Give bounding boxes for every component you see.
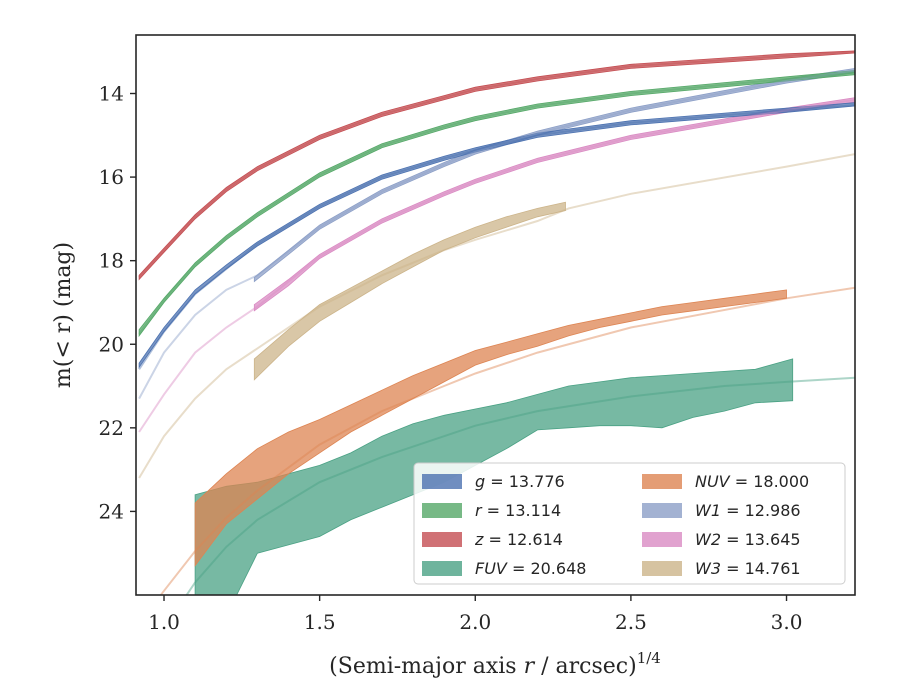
band-g — [138, 102, 855, 369]
x-tick-label: 2.0 — [459, 610, 491, 634]
x-tick-label: 1.0 — [148, 610, 180, 634]
x-axis-label-text: (Semi-major axis r / arcsec) — [329, 654, 637, 679]
y-tick-label: 20 — [99, 332, 124, 356]
y-axis-label: m(< r) (mag) — [51, 242, 76, 388]
legend-swatch-r — [422, 503, 462, 518]
legend-label-g: g = 13.776 — [475, 472, 565, 491]
band-W1 — [253, 67, 855, 283]
y-axis: 14 16 18 20 22 24 — [99, 82, 136, 523]
x-axis-label: (Semi-major axis r / arcsec)1/4 — [329, 649, 661, 679]
band-NUV — [194, 289, 787, 567]
model-line-W2 — [138, 98, 855, 433]
legend-label-W3: W3 = 14.761 — [695, 559, 801, 578]
legend-swatch-W2 — [642, 532, 682, 547]
model-line-W3 — [138, 153, 855, 479]
band-FUV — [194, 358, 794, 595]
legend-label-W1: W1 = 12.986 — [695, 501, 801, 520]
legend-swatch-g — [422, 474, 462, 489]
x-tick-label: 3.0 — [771, 610, 803, 634]
legend-label-FUV: FUV = 20.648 — [475, 559, 586, 578]
band-W2 — [253, 97, 855, 312]
band-r — [138, 70, 855, 338]
y-tick-label: 24 — [99, 499, 124, 523]
legend-label-r: r = 13.114 — [475, 501, 561, 520]
legend-swatch-FUV — [422, 561, 462, 576]
model-line-r — [138, 71, 855, 335]
legend-swatch-NUV — [642, 474, 682, 489]
model-line-FUV — [185, 376, 855, 595]
legend-swatch-W1 — [642, 503, 682, 518]
model-line-z — [138, 50, 855, 279]
legend-label-W2: W2 = 13.645 — [695, 530, 801, 549]
legend-label-NUV: NUV = 18.000 — [695, 472, 809, 491]
legend-box — [413, 462, 846, 585]
y-tick-label: 14 — [99, 82, 124, 106]
legend-swatch-W3 — [642, 561, 682, 576]
x-axis: 1.0 1.5 2.0 2.5 3.0 — [148, 595, 802, 634]
y-tick-label: 18 — [99, 249, 124, 273]
model-line-g — [138, 104, 855, 370]
x-tick-label: 2.5 — [615, 610, 647, 634]
uncertainty-bands — [138, 50, 855, 595]
plot-frame — [135, 34, 856, 596]
y-tick-label: 22 — [99, 416, 124, 440]
model-line-W1 — [138, 69, 855, 400]
legend: g = 13.776 r = 13.114 z = 12.614 FUV = 20.6… — [413, 462, 846, 585]
x-tick-label: 1.5 — [304, 610, 336, 634]
band-W3 — [253, 201, 566, 381]
model-lines — [138, 50, 855, 595]
y-tick-label: 16 — [99, 165, 124, 189]
legend-label-z: z = 12.614 — [474, 530, 563, 549]
band-z — [138, 50, 855, 281]
model-line-NUV — [159, 286, 855, 595]
legend-swatch-z — [422, 532, 462, 547]
x-axis-label-exponent: 1/4 — [637, 649, 661, 667]
